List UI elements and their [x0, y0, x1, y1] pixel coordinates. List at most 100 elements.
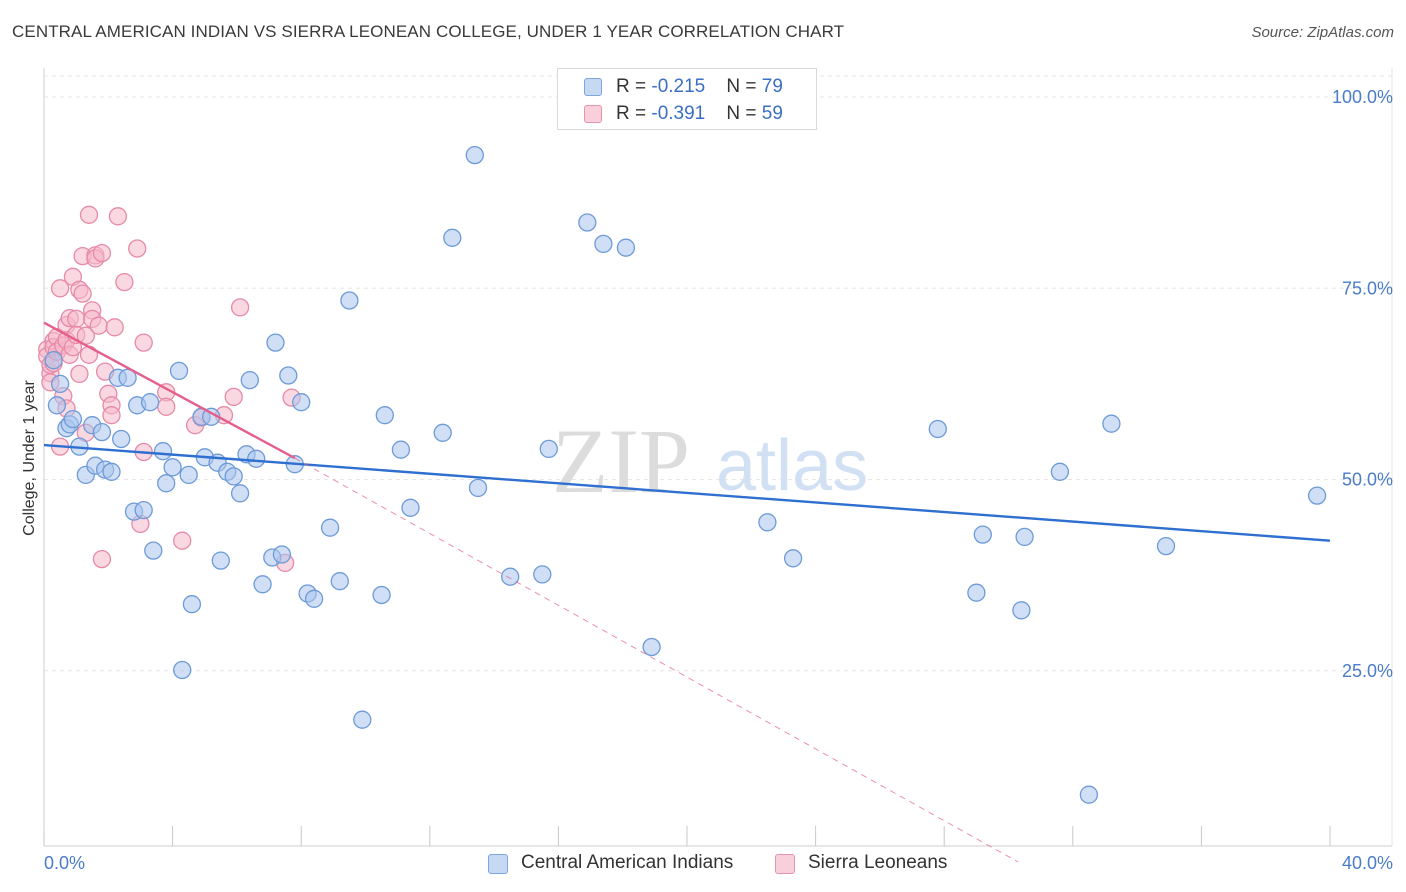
central-american-indians-point — [642, 637, 661, 657]
central-american-indians-point — [266, 333, 285, 352]
sierra-leoneans-point — [128, 239, 147, 258]
central-american-indians-point — [375, 406, 394, 425]
central-american-indians-point — [63, 409, 83, 429]
central-american-indians-point — [433, 423, 452, 442]
sierra-leoneans-point — [67, 309, 86, 329]
central-american-indians-point — [372, 585, 391, 605]
central-american-indians-point — [1050, 462, 1070, 481]
central-american-indians-point — [179, 465, 198, 485]
central-american-indians-point — [169, 361, 189, 381]
r-label: R = — [616, 103, 652, 124]
central-american-indians-point — [173, 660, 192, 680]
pink-swatch — [775, 854, 795, 874]
central-american-indians-point — [1079, 785, 1099, 804]
trend-line-central-american-indians — [43, 443, 1331, 542]
trend-line-sierra-leoneans — [43, 321, 296, 460]
blue-swatch — [584, 78, 602, 96]
central-american-indians-point — [1307, 486, 1327, 505]
n-value: 59 — [761, 103, 783, 124]
central-american-indians-point — [758, 513, 777, 532]
y-tick-label: 50.0% — [1342, 470, 1393, 490]
central-american-indians-point — [44, 351, 63, 370]
trend-extension-sierra-leoneans — [294, 457, 1019, 863]
central-american-indians-point — [247, 449, 266, 468]
central-american-indians-point — [140, 393, 160, 412]
r-label: R = — [616, 76, 652, 97]
central-american-indians-point — [578, 213, 597, 232]
central-american-indians-point — [443, 228, 462, 247]
central-american-indians-point — [118, 368, 137, 387]
n-label: N = — [726, 76, 762, 97]
watermark-atlas: atlas — [716, 426, 868, 506]
x-tick-label: 0.0% — [44, 853, 85, 873]
chart-title: CENTRAL AMERICAN INDIAN VS SIERRA LEONEA… — [12, 22, 845, 41]
central-american-indians-point — [134, 500, 153, 520]
central-american-indians-point — [468, 478, 488, 498]
central-american-indians-point — [50, 374, 70, 394]
central-american-indians-point — [1015, 527, 1034, 547]
central-american-indians-point — [1102, 414, 1121, 433]
central-american-indians-point — [353, 710, 372, 729]
correlation-legend: R = -0.215 N = 79 R = -0.391 N = 59 — [557, 68, 817, 130]
central-american-indians-point — [616, 238, 636, 257]
central-american-indians-point — [330, 572, 349, 591]
central-american-indians-point — [401, 498, 420, 517]
sierra-leoneans-point — [134, 333, 153, 352]
sierra-leoneans-point — [92, 549, 112, 569]
central-american-indians-point — [928, 419, 947, 439]
legend-label: Sierra Leoneans — [808, 852, 948, 873]
y-tick-label: 75.0% — [1342, 278, 1393, 298]
sierra-leoneans-points — [38, 205, 301, 573]
y-axis-label: College, Under 1 year — [21, 380, 38, 536]
sierra-leoneans-point — [73, 284, 92, 303]
blue-swatch — [488, 854, 508, 874]
central-american-indians-point — [163, 458, 182, 477]
sierra-leoneans-point — [92, 243, 112, 263]
sierra-leoneans-point — [102, 406, 121, 425]
sierra-leoneans-point — [105, 318, 124, 337]
central-american-indians-point — [272, 545, 292, 564]
n-label: N = — [726, 103, 762, 124]
sierra-leoneans-point — [50, 279, 70, 298]
n-value: 79 — [761, 76, 783, 97]
central-american-indians-point — [594, 234, 613, 254]
r-value: -0.215 — [651, 76, 706, 97]
central-american-indians-point — [102, 462, 121, 481]
central-american-indians-point — [211, 551, 230, 570]
central-american-indians-point — [391, 440, 411, 459]
sierra-leoneans-point — [89, 316, 108, 335]
watermark-zip: ZIP — [552, 410, 690, 512]
sierra-leoneans-point — [224, 387, 243, 407]
central-american-indians-point — [47, 396, 67, 415]
sierra-leoneans-point — [108, 207, 128, 226]
central-american-indians-point — [157, 474, 176, 493]
central-american-indians-point — [533, 565, 552, 584]
central-american-indians-point — [224, 467, 243, 486]
central-american-indians-point — [1012, 601, 1031, 620]
x-tick-label: 40.0% — [1342, 853, 1393, 873]
source-credit: Source: ZipAtlas.com — [1251, 24, 1394, 41]
sierra-leoneans-point — [173, 531, 192, 550]
sierra-leoneans-point — [79, 205, 99, 224]
central-american-indians-point — [783, 549, 803, 568]
axes — [43, 68, 1393, 847]
central-american-indians-point — [973, 525, 992, 544]
central-american-indians-point — [465, 145, 484, 165]
central-american-indians-point — [292, 393, 311, 412]
sierra-leoneans-point — [115, 272, 134, 292]
r-value: -0.391 — [651, 103, 706, 124]
central-american-indians-point — [92, 422, 112, 442]
y-tick-label: 100.0% — [1332, 87, 1393, 107]
watermark: ZIP atlas — [552, 410, 868, 512]
y-tick-label: 25.0% — [1342, 661, 1393, 681]
central-american-indians-point — [112, 429, 131, 449]
central-american-indians-point — [967, 583, 986, 602]
central-american-indians-point — [304, 589, 324, 608]
central-american-indians-point — [153, 442, 173, 461]
central-american-indians-point — [320, 518, 340, 537]
legend-label: Central American Indians — [521, 852, 734, 873]
central-american-indians-point — [1156, 536, 1176, 556]
sierra-leoneans-point — [157, 397, 176, 416]
central-american-indians-point — [501, 567, 520, 586]
